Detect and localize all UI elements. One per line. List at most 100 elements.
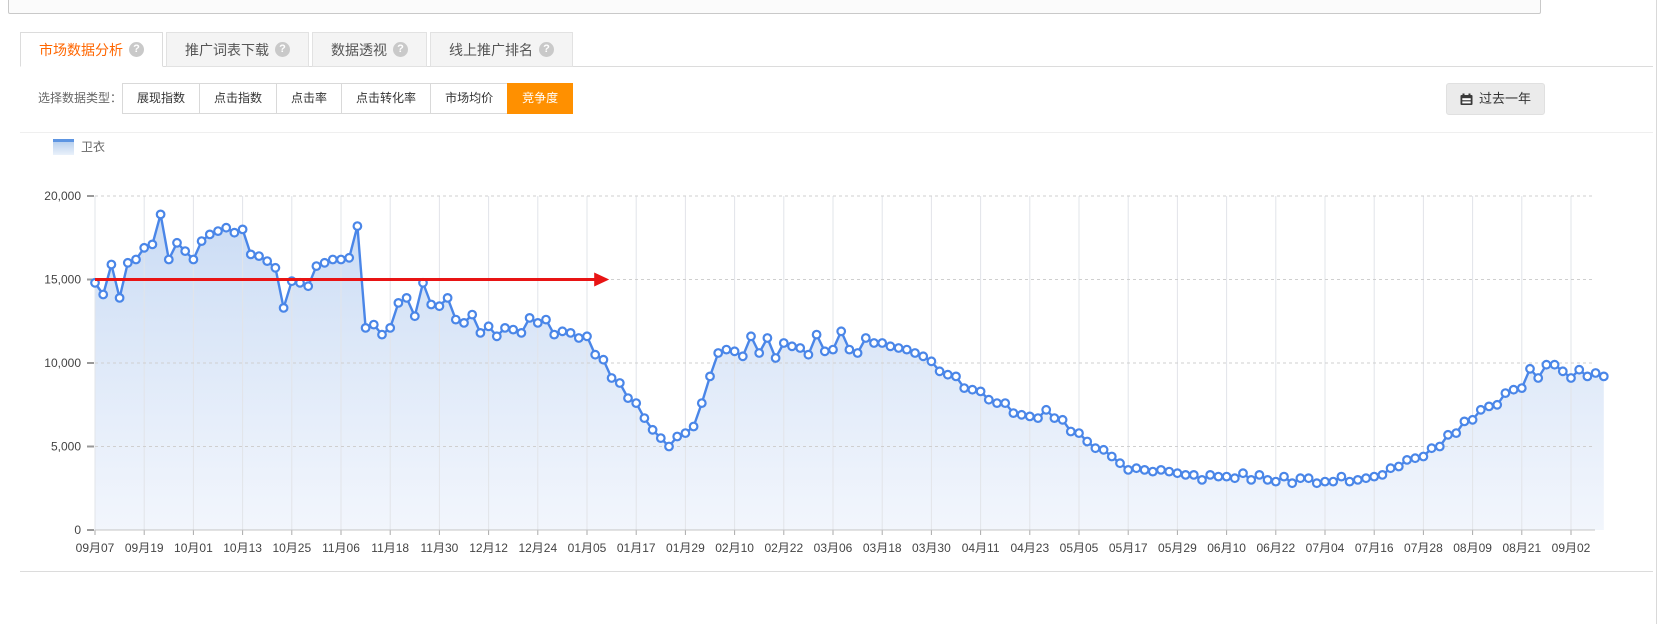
data-point[interactable] bbox=[409, 311, 420, 322]
data-point[interactable] bbox=[598, 354, 609, 365]
data-point[interactable] bbox=[983, 394, 994, 405]
data-point[interactable] bbox=[819, 346, 830, 357]
data-point[interactable] bbox=[221, 222, 232, 233]
data-point[interactable] bbox=[1147, 466, 1158, 477]
data-point[interactable] bbox=[582, 331, 592, 342]
data-point[interactable] bbox=[549, 329, 560, 340]
data-point[interactable] bbox=[1377, 470, 1388, 480]
data-point[interactable] bbox=[811, 329, 822, 340]
data-point[interactable] bbox=[278, 302, 289, 313]
data-point[interactable] bbox=[237, 224, 248, 235]
data-point[interactable] bbox=[1402, 455, 1412, 465]
data-point[interactable] bbox=[1049, 413, 1060, 424]
data-point[interactable] bbox=[967, 384, 978, 395]
data-point[interactable] bbox=[344, 252, 355, 263]
data-point[interactable] bbox=[688, 421, 699, 432]
data-point[interactable] bbox=[1024, 411, 1035, 422]
data-point[interactable] bbox=[1098, 444, 1109, 455]
data-point[interactable] bbox=[139, 242, 150, 253]
data-point[interactable] bbox=[975, 386, 986, 397]
button-market-average-price[interactable]: 市场均价 bbox=[430, 83, 509, 114]
data-point[interactable] bbox=[885, 341, 896, 352]
data-point[interactable] bbox=[270, 262, 281, 273]
data-point[interactable] bbox=[1361, 473, 1371, 484]
data-point[interactable] bbox=[377, 329, 387, 340]
data-point[interactable] bbox=[98, 289, 109, 300]
data-point[interactable] bbox=[1516, 383, 1527, 394]
data-point[interactable] bbox=[147, 239, 158, 250]
data-point[interactable] bbox=[664, 441, 674, 452]
data-point[interactable] bbox=[426, 299, 437, 310]
data-point[interactable] bbox=[1352, 475, 1363, 485]
data-point[interactable] bbox=[1156, 465, 1166, 475]
data-point[interactable] bbox=[1270, 476, 1281, 487]
data-point[interactable] bbox=[1492, 399, 1503, 410]
data-point[interactable] bbox=[1344, 476, 1355, 487]
data-point[interactable] bbox=[1311, 478, 1322, 489]
data-point[interactable] bbox=[1262, 475, 1273, 485]
data-point[interactable] bbox=[450, 314, 461, 325]
data-point[interactable] bbox=[713, 348, 724, 358]
data-point[interactable] bbox=[1328, 476, 1339, 487]
data-point[interactable] bbox=[1205, 470, 1216, 480]
data-point[interactable] bbox=[680, 428, 691, 439]
data-point[interactable] bbox=[1016, 409, 1027, 420]
data-point[interactable] bbox=[1188, 470, 1199, 480]
data-point[interactable] bbox=[163, 254, 174, 265]
data-point[interactable] bbox=[360, 322, 371, 333]
data-point[interactable] bbox=[910, 348, 920, 358]
data-point[interactable] bbox=[1221, 471, 1232, 482]
data-point[interactable] bbox=[705, 371, 715, 382]
data-point[interactable] bbox=[655, 433, 666, 444]
data-point[interactable] bbox=[229, 227, 240, 238]
data-point[interactable] bbox=[155, 209, 166, 220]
data-point[interactable] bbox=[1434, 441, 1445, 452]
data-point[interactable] bbox=[606, 373, 617, 383]
data-point[interactable] bbox=[762, 333, 773, 343]
data-point[interactable] bbox=[500, 322, 510, 333]
data-point[interactable] bbox=[1541, 359, 1552, 370]
data-point[interactable] bbox=[1533, 373, 1544, 383]
data-point[interactable] bbox=[180, 246, 191, 256]
data-point[interactable] bbox=[557, 326, 568, 337]
data-point[interactable] bbox=[729, 346, 740, 357]
data-point[interactable] bbox=[1582, 371, 1593, 382]
data-point[interactable] bbox=[1320, 476, 1330, 487]
data-point[interactable] bbox=[1459, 416, 1470, 427]
help-icon[interactable]: ? bbox=[539, 42, 554, 57]
data-point[interactable] bbox=[672, 431, 683, 442]
data-point[interactable] bbox=[1295, 473, 1306, 484]
data-point[interactable] bbox=[918, 351, 929, 362]
data-point[interactable] bbox=[951, 371, 961, 382]
help-icon[interactable]: ? bbox=[129, 42, 144, 57]
tab-promo-wordlist-download[interactable]: 推广词表下载 ? bbox=[166, 32, 309, 67]
data-point[interactable] bbox=[204, 229, 215, 240]
data-point[interactable] bbox=[770, 353, 781, 363]
data-point[interactable] bbox=[844, 344, 855, 355]
data-point[interactable] bbox=[590, 349, 601, 360]
data-point[interactable] bbox=[1475, 404, 1486, 415]
data-point[interactable] bbox=[483, 321, 494, 332]
data-point[interactable] bbox=[869, 338, 879, 348]
data-point[interactable] bbox=[1500, 388, 1511, 399]
data-point[interactable] bbox=[385, 322, 396, 333]
button-impression-index[interactable]: 展现指数 bbox=[122, 83, 201, 114]
data-point[interactable] bbox=[1385, 463, 1396, 474]
data-point[interactable] bbox=[475, 327, 486, 338]
data-point[interactable] bbox=[1041, 404, 1052, 415]
data-point[interactable] bbox=[1106, 451, 1117, 462]
data-point[interactable] bbox=[106, 259, 117, 270]
data-point[interactable] bbox=[254, 251, 264, 261]
data-point[interactable] bbox=[1369, 471, 1380, 482]
data-point[interactable] bbox=[1090, 443, 1101, 454]
data-point[interactable] bbox=[1000, 398, 1011, 409]
data-point[interactable] bbox=[647, 424, 658, 435]
help-icon[interactable]: ? bbox=[275, 42, 290, 57]
data-point[interactable] bbox=[319, 257, 330, 268]
data-point[interactable] bbox=[541, 314, 551, 325]
data-point[interactable] bbox=[828, 344, 838, 355]
data-point[interactable] bbox=[1467, 414, 1478, 425]
data-point[interactable] bbox=[1008, 408, 1019, 419]
data-point[interactable] bbox=[926, 356, 937, 367]
data-point[interactable] bbox=[836, 326, 847, 337]
